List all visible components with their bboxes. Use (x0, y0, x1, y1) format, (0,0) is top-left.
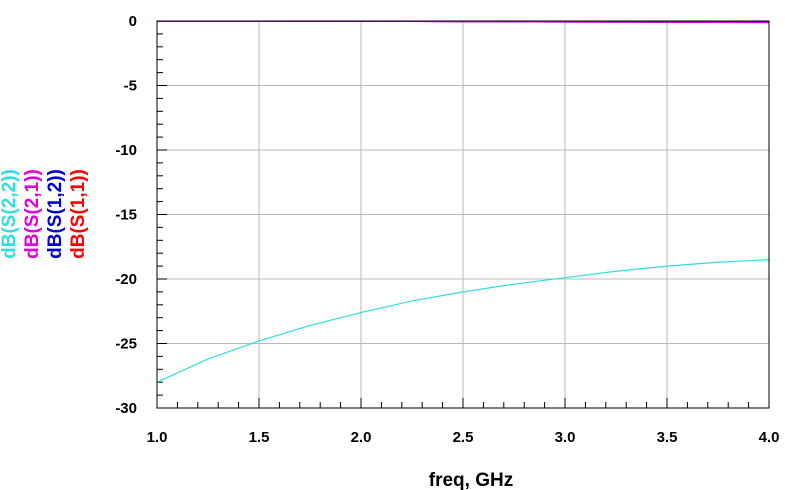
legend-entry: dB(S(2,2)) (0, 169, 20, 259)
x-tick-label: 2.0 (351, 429, 372, 446)
x-tick-label: 4.0 (759, 429, 780, 446)
y-tick-label: -15 (115, 207, 137, 224)
x-tick-label: 1.5 (249, 429, 270, 446)
y-tick-label: -25 (115, 336, 137, 353)
x-tick-label: 1.0 (147, 429, 168, 446)
y-tick-label: -5 (124, 78, 137, 95)
legend: dB(S(2,2)) dB(S(2,1)) dB(S(1,2)) dB(S(1,1)) (0, 169, 89, 259)
y-tick-label: 0 (129, 13, 137, 30)
x-tick-label: 2.5 (453, 429, 474, 446)
x-tick-label: 3.0 (555, 429, 576, 446)
legend-entry: dB(S(1,1)) (68, 169, 89, 259)
series-line-4 (156, 259, 770, 383)
x-tick-labels: 1.0 1.5 2.0 2.5 3.0 3.5 4.0 (147, 429, 780, 446)
y-tick-label: -20 (115, 271, 137, 288)
y-tick-label: -10 (115, 142, 137, 159)
legend-entry: dB(S(1,2)) (45, 169, 66, 259)
plot-frame (156, 20, 770, 409)
grid (156, 20, 770, 409)
x-tick-label: 3.5 (657, 429, 678, 446)
y-tick-label: -30 (115, 400, 137, 417)
x-axis-label: freq, GHz (429, 470, 513, 490)
y-tick-labels: 0 -5 -10 -15 -20 -25 -30 (115, 13, 137, 417)
legend-entry: dB(S(2,1)) (22, 169, 43, 259)
